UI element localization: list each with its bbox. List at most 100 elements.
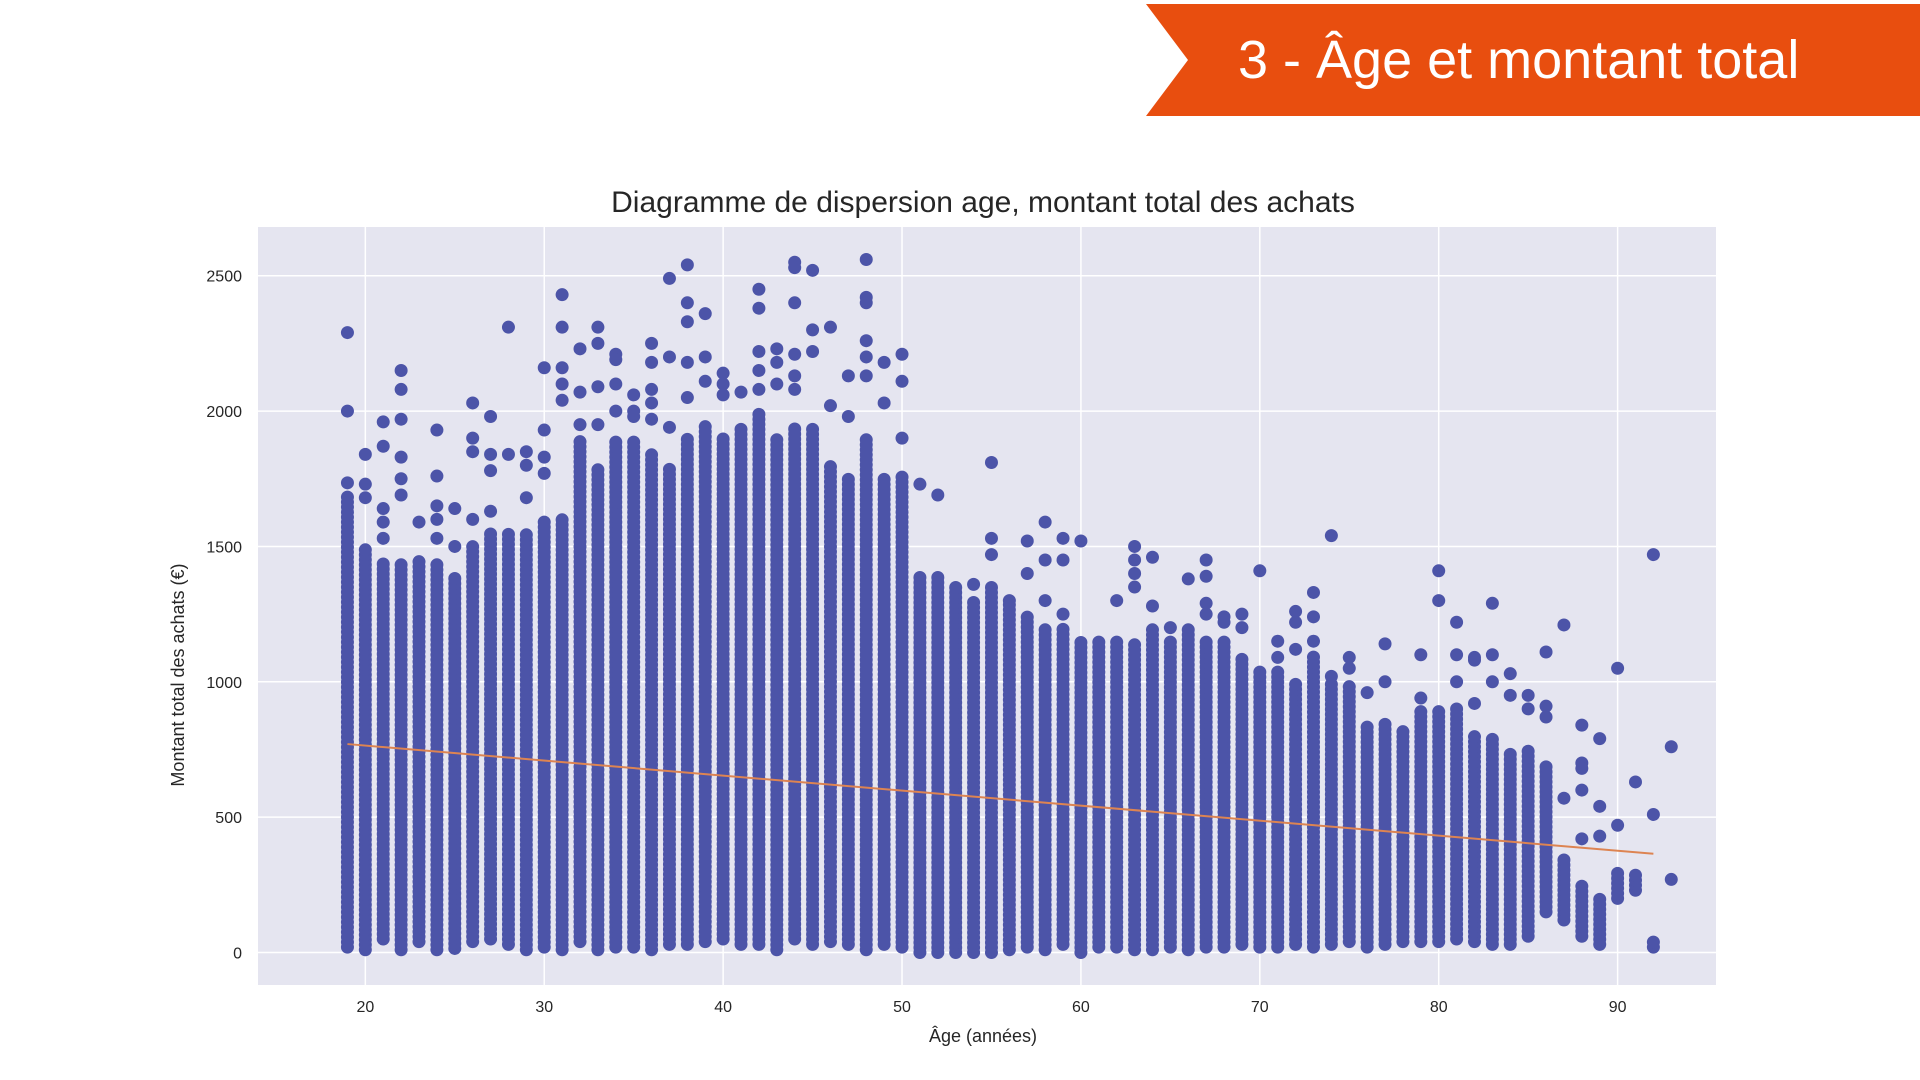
data-point	[734, 385, 748, 399]
data-point	[1378, 675, 1392, 689]
data-point	[1414, 648, 1428, 662]
data-point	[662, 420, 676, 434]
data-point	[448, 502, 462, 516]
data-point	[859, 350, 873, 364]
data-point	[394, 472, 408, 486]
data-point	[1217, 635, 1231, 649]
data-point	[627, 410, 641, 423]
data-point	[1020, 534, 1034, 548]
data-point	[1038, 515, 1052, 529]
data-point	[555, 513, 569, 527]
data-point	[537, 466, 551, 480]
data-point	[1199, 596, 1213, 610]
data-point	[484, 410, 498, 423]
data-point	[1128, 567, 1142, 581]
data-point	[1271, 650, 1285, 664]
data-point	[645, 336, 659, 350]
data-point	[1306, 585, 1320, 599]
data-point	[967, 596, 981, 610]
data-point	[573, 385, 587, 399]
data-point	[770, 342, 784, 356]
data-point	[394, 382, 408, 396]
data-point	[788, 422, 802, 436]
data-point	[537, 515, 551, 529]
data-point	[931, 571, 945, 585]
data-point	[1145, 623, 1159, 637]
data-point	[680, 258, 694, 272]
data-point	[519, 491, 533, 505]
data-point	[358, 477, 372, 491]
data-point	[984, 456, 998, 470]
data-point	[680, 355, 694, 369]
data-point	[788, 347, 802, 361]
data-point	[1074, 636, 1088, 650]
data-point	[430, 423, 444, 437]
data-point	[698, 374, 712, 388]
data-point	[1414, 705, 1428, 719]
data-point	[591, 463, 605, 477]
data-point	[484, 464, 498, 478]
data-point	[1163, 635, 1177, 649]
data-point	[895, 374, 909, 388]
data-point	[1145, 550, 1159, 564]
data-point	[806, 422, 820, 436]
data-point	[662, 271, 676, 285]
data-point	[573, 418, 587, 432]
data-point	[519, 528, 533, 542]
data-point	[931, 488, 945, 502]
data-point	[895, 431, 909, 445]
data-point	[519, 458, 533, 472]
data-point	[984, 548, 998, 562]
data-point	[1038, 553, 1052, 567]
data-point	[1289, 604, 1303, 618]
data-point	[591, 418, 605, 432]
data-point	[1056, 607, 1070, 621]
data-point	[1342, 680, 1356, 694]
data-point	[913, 477, 927, 491]
data-point	[698, 420, 712, 434]
data-point	[752, 407, 766, 421]
data-point	[1235, 652, 1249, 666]
data-point	[466, 512, 480, 526]
data-point	[1378, 637, 1392, 651]
data-point	[734, 422, 748, 436]
data-point	[430, 531, 444, 545]
data-point	[555, 288, 569, 302]
data-point	[1378, 717, 1392, 731]
data-point	[984, 581, 998, 595]
data-point	[501, 320, 515, 334]
data-point	[1092, 635, 1106, 649]
data-point	[770, 377, 784, 391]
data-point	[501, 447, 515, 461]
data-point	[1163, 621, 1177, 635]
data-point	[645, 448, 659, 462]
data-point	[412, 555, 426, 569]
data-point	[609, 404, 623, 418]
data-point	[698, 350, 712, 364]
data-point	[645, 396, 659, 410]
data-point	[358, 447, 372, 461]
data-point	[340, 490, 354, 504]
data-point	[591, 336, 605, 350]
data-point	[394, 412, 408, 426]
data-point	[1414, 691, 1428, 705]
data-point	[501, 527, 515, 541]
data-point	[806, 323, 820, 337]
data-point	[555, 320, 569, 334]
data-point	[913, 571, 927, 585]
data-point	[1396, 725, 1410, 739]
section-banner: 3 - Âge et montant total	[1146, 4, 1920, 116]
data-point	[1181, 572, 1195, 586]
data-point	[1342, 661, 1356, 675]
data-point	[412, 515, 426, 529]
data-point	[1289, 642, 1303, 656]
data-point	[340, 404, 354, 418]
data-point	[1360, 686, 1374, 700]
data-point	[340, 476, 354, 490]
data-point	[752, 363, 766, 377]
data-point	[1199, 553, 1213, 567]
data-point	[823, 399, 837, 413]
section-title: 3 - Âge et montant total	[1238, 30, 1800, 90]
data-point	[1306, 610, 1320, 624]
